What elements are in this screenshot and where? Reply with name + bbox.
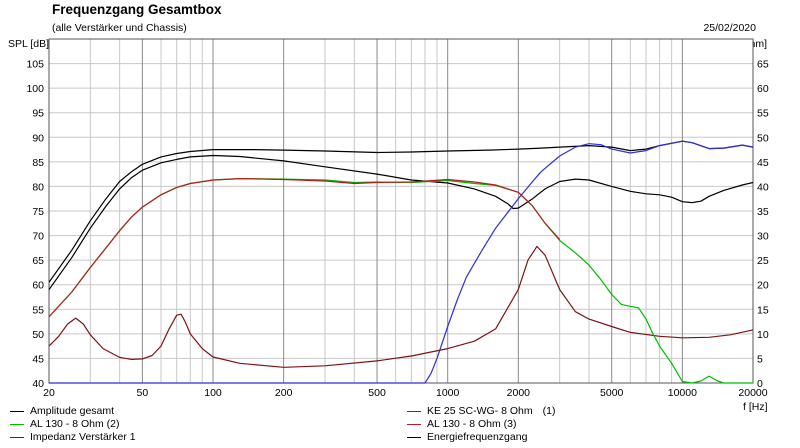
y2-tick-label: 45 xyxy=(757,157,769,169)
legend-item-amplitude: Amplitude gesamt xyxy=(10,405,136,418)
legend-label: KE 25 SC-WG- 8 Ohm xyxy=(427,405,533,417)
series-line-energiefrequenzgang xyxy=(49,154,753,290)
legend-item-ke25: KE 25 SC-WG- 8 Ohm (1) xyxy=(407,405,555,418)
series-line-al-130-8-ohm-3 xyxy=(49,178,561,318)
y-tick-label: 95 xyxy=(32,108,44,120)
y2-tick-label: 20 xyxy=(757,280,769,292)
y-tick-label: 75 xyxy=(32,206,44,218)
y-tick-label: 65 xyxy=(32,255,44,267)
y2-tick-label: 5 xyxy=(757,353,763,365)
x-tick-label: 100 xyxy=(204,387,222,399)
y2-tick-label: 50 xyxy=(757,132,769,144)
series-line-impedanz-verst-rker-1 xyxy=(49,245,753,368)
legend-item-al130-2: AL 130 - 8 Ohm (2) xyxy=(10,418,136,431)
y2-tick-label: 15 xyxy=(757,304,769,316)
chart-title: Frequenzgang Gesamtbox xyxy=(52,2,222,17)
y2-tick-label: 55 xyxy=(757,108,769,120)
series-line-ke-25-sc-wg-8-ohm xyxy=(49,140,753,384)
x-tick-label: 20000 xyxy=(738,387,767,399)
legend-swatch xyxy=(407,411,421,412)
y-tick-label: 40 xyxy=(32,378,44,390)
x-tick-label: 5000 xyxy=(600,387,624,399)
y2-tick-label: 35 xyxy=(757,206,769,218)
x-axis-label: f [Hz] xyxy=(743,401,768,413)
y-tick-label: 50 xyxy=(32,329,44,341)
y-tick-label: 70 xyxy=(32,231,44,243)
y2-tick-label: 10 xyxy=(757,329,769,341)
legend-swatch xyxy=(10,411,24,412)
legend-item-impedance: Impedanz Verstärker 1 xyxy=(10,431,136,444)
y2-tick-label: 65 xyxy=(757,59,769,71)
legend-index: (1) xyxy=(542,405,556,417)
legend-swatch xyxy=(10,424,24,425)
y2-tick-label: 40 xyxy=(757,181,769,193)
legend-label: Energiefrequenzgang xyxy=(427,431,528,443)
x-tick-label: 500 xyxy=(368,387,386,399)
legend-right: KE 25 SC-WG- 8 Ohm (1) AL 130 - 8 Ohm (3… xyxy=(407,405,555,444)
y2-tick-label: 0 xyxy=(757,378,763,390)
legend-label: AL 130 - 8 Ohm (2) xyxy=(30,418,120,430)
y-tick-label: 55 xyxy=(32,304,44,316)
y-tick-label: 105 xyxy=(26,59,44,71)
y-tick-label: 80 xyxy=(32,181,44,193)
legend-label: Amplitude gesamt xyxy=(30,405,115,417)
y2-tick-label: 60 xyxy=(757,83,769,95)
chart-date: 25/02/2020 xyxy=(703,22,756,34)
legend-item-energy: Energiefrequenzgang xyxy=(407,431,555,444)
y-tick-label: 45 xyxy=(32,353,44,365)
y-tick-label: 100 xyxy=(26,83,44,95)
legend-left: Amplitude gesamt AL 130 - 8 Ohm (2) Impe… xyxy=(10,405,136,444)
legend-label: AL 130 - 8 Ohm (3) xyxy=(427,418,517,430)
y2-tick-label: 25 xyxy=(757,255,769,267)
x-tick-label: 200 xyxy=(275,387,293,399)
x-tick-label: 20 xyxy=(43,387,55,399)
y-tick-label: 90 xyxy=(32,132,44,144)
x-tick-label: 10000 xyxy=(668,387,697,399)
chart-subtitle: (alle Verstärker und Chassis) xyxy=(52,22,187,34)
legend-swatch xyxy=(10,437,24,438)
legend-swatch xyxy=(407,424,421,425)
x-tick-label: 1000 xyxy=(436,387,460,399)
y2-tick-label: 30 xyxy=(757,231,769,243)
y-axis-label-left: SPL [dB] xyxy=(8,38,50,50)
legend-swatch xyxy=(407,437,421,438)
y-tick-label: 60 xyxy=(32,280,44,292)
x-tick-label: 2000 xyxy=(507,387,531,399)
legend-label: Impedanz Verstärker 1 xyxy=(30,431,136,443)
y-tick-label: 85 xyxy=(32,157,44,169)
legend-item-al130-3: AL 130 - 8 Ohm (3) xyxy=(407,418,555,431)
x-tick-label: 50 xyxy=(137,387,149,399)
